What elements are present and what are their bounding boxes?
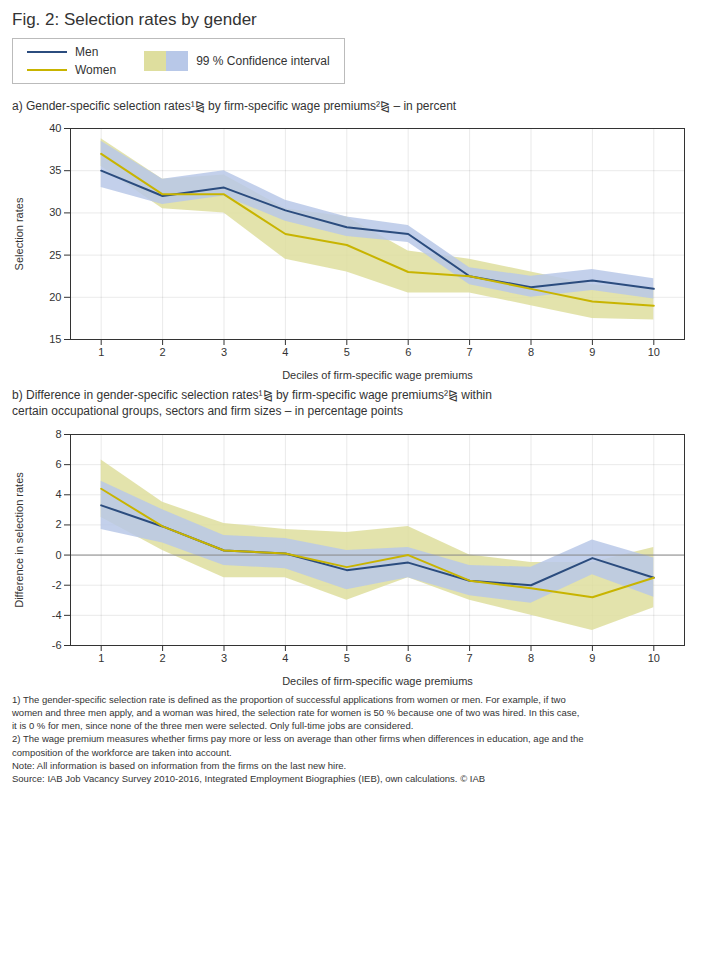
html-text:2) The wage premium measures w: 2) The wage premium measures whether fir… [12, 733, 584, 758]
svg-text:8: 8 [528, 346, 534, 358]
svg-text:8: 8 [55, 428, 61, 440]
html-text:Source: IAB Job Vacancy Survey: Source: IAB Job Vacancy Survey 2010-2016… [12, 773, 486, 785]
svg-text:4: 4 [282, 652, 288, 664]
svg-text:10: 10 [648, 652, 660, 664]
html-text:a) Gender-specific selection r: a) Gender-specific selection rates¹⧎ by … [12, 99, 457, 113]
svg-text:3: 3 [221, 346, 227, 358]
svg-text:5: 5 [344, 652, 350, 664]
svg-text:20: 20 [49, 291, 61, 303]
html-text:1) The gender-specific selecti: 1) The gender-specific selection rate is… [12, 693, 580, 732]
svg-text:3: 3 [221, 652, 227, 664]
svg-text:-4: -4 [52, 608, 62, 620]
svg-text:10: 10 [648, 346, 660, 358]
svg-text:35: 35 [49, 164, 61, 176]
html-text:Note: All information is based: Note: All information is based on inform… [12, 760, 347, 771]
svg-text:1: 1 [98, 652, 104, 664]
svg-text:-2: -2 [52, 578, 62, 590]
svg-text:6: 6 [405, 652, 411, 664]
svg-text:0: 0 [55, 548, 61, 560]
svg-text:30: 30 [49, 207, 61, 219]
svg-text:Deciles of firm-specific wage: Deciles of firm-specific wage premiums [282, 674, 473, 686]
svg-text:6: 6 [55, 458, 61, 470]
svg-text:7: 7 [467, 346, 473, 358]
svg-text:5: 5 [344, 346, 350, 358]
svg-text:Selection rates: Selection rates [13, 197, 25, 270]
svg-text:15: 15 [49, 333, 61, 345]
svg-text:Deciles of firm-specific wage: Deciles of firm-specific wage premiums [282, 369, 473, 381]
svg-text:6: 6 [405, 346, 411, 358]
svg-text:Difference in selection rates: Difference in selection rates [13, 471, 25, 607]
svg-text:2: 2 [160, 346, 166, 358]
svg-text:8: 8 [528, 652, 534, 664]
svg-text:25: 25 [49, 249, 61, 261]
html-text:Fig. 2: Selection rates by gen: Fig. 2: Selection rates by gender [12, 10, 257, 29]
svg-text:1: 1 [98, 346, 104, 358]
html-text:b) Difference in gender-specif: b) Difference in gender-specific selecti… [12, 388, 492, 419]
svg-text:2: 2 [160, 652, 166, 664]
svg-text:9: 9 [589, 652, 595, 664]
svg-text:7: 7 [467, 652, 473, 664]
svg-text:9: 9 [589, 346, 595, 358]
svg-text:4: 4 [282, 346, 288, 358]
svg-text:2: 2 [55, 518, 61, 530]
html-text:Women: Women [75, 63, 117, 77]
svg-text:-6: -6 [52, 639, 62, 651]
html-text:99 % Confidence interval: 99 % Confidence interval [196, 54, 330, 68]
svg-text:40: 40 [49, 122, 61, 134]
svg-text:4: 4 [55, 488, 61, 500]
html-text:Men: Men [75, 45, 99, 59]
